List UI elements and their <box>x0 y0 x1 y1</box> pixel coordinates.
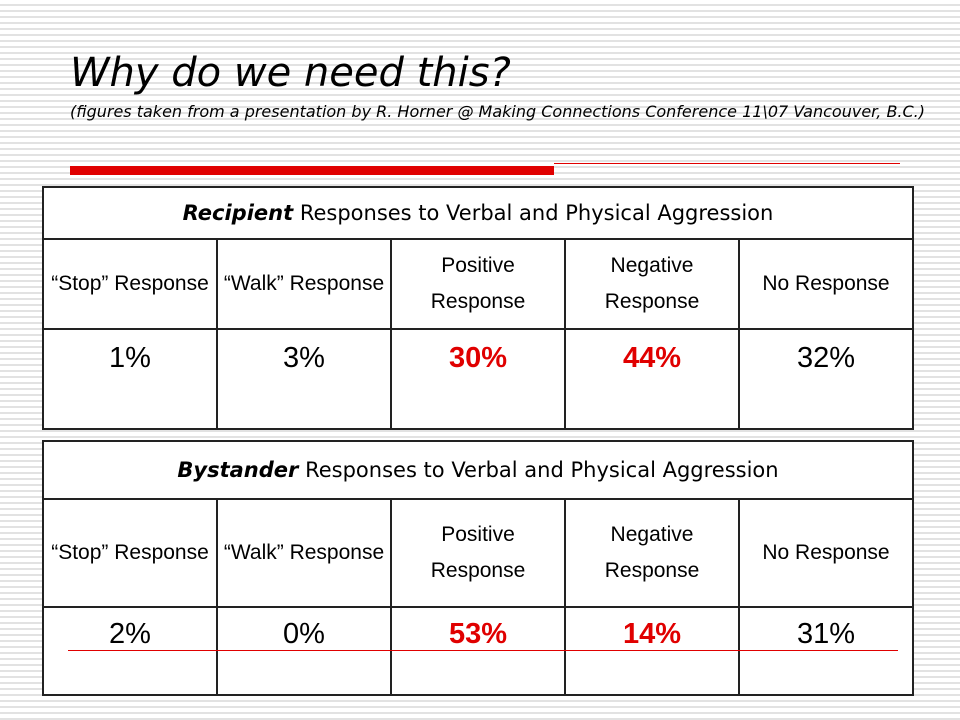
recipient-responses-table: Recipient Responses to Verbal and Physic… <box>42 186 914 430</box>
accent-bar <box>70 166 554 175</box>
value-walk: 0% <box>216 606 392 696</box>
column-header-none: No Response <box>738 238 914 330</box>
accent-rule <box>554 163 900 164</box>
table-heading-emphasis: Recipient <box>182 201 294 225</box>
column-header-positive: Positive Response <box>390 498 566 608</box>
column-header-walk: “Walk” Response <box>216 498 392 608</box>
column-header-negative: Negative Response <box>564 498 740 608</box>
column-header-row: “Stop” Response “Walk” Response Positive… <box>42 498 914 608</box>
table-heading: Bystander Responses to Verbal and Physic… <box>42 440 914 500</box>
bystander-responses-table: Bystander Responses to Verbal and Physic… <box>42 440 914 696</box>
value-negative: 14% <box>564 606 740 696</box>
value-row: 1% 3% 30% 44% 32% <box>42 328 914 430</box>
column-header-walk: “Walk” Response <box>216 238 392 330</box>
table-heading: Recipient Responses to Verbal and Physic… <box>42 186 914 240</box>
column-header-stop: “Stop” Response <box>42 238 218 330</box>
value-none: 32% <box>738 328 914 430</box>
value-stop: 2% <box>42 606 218 696</box>
page-title: Why do we need this? <box>70 50 511 96</box>
table-heading-text: Responses to Verbal and Physical Aggress… <box>298 458 779 482</box>
value-positive: 30% <box>390 328 566 430</box>
red-rule-overlay <box>68 650 898 651</box>
column-header-stop: “Stop” Response <box>42 498 218 608</box>
column-header-positive: Positive Response <box>390 238 566 330</box>
title-block: Why do we need this? (figures taken from… <box>70 48 930 124</box>
value-none: 31% <box>738 606 914 696</box>
column-header-row: “Stop” Response “Walk” Response Positive… <box>42 238 914 330</box>
value-negative: 44% <box>564 328 740 430</box>
table-heading-text: Responses to Verbal and Physical Aggress… <box>293 201 774 225</box>
value-row: 2% 0% 53% 14% 31% <box>42 606 914 696</box>
column-header-negative: Negative Response <box>564 238 740 330</box>
value-positive: 53% <box>390 606 566 696</box>
page-subtitle: (figures taken from a presentation by R.… <box>70 102 926 121</box>
value-walk: 3% <box>216 328 392 430</box>
table-heading-emphasis: Bystander <box>177 458 299 482</box>
value-stop: 1% <box>42 328 218 430</box>
column-header-none: No Response <box>738 498 914 608</box>
